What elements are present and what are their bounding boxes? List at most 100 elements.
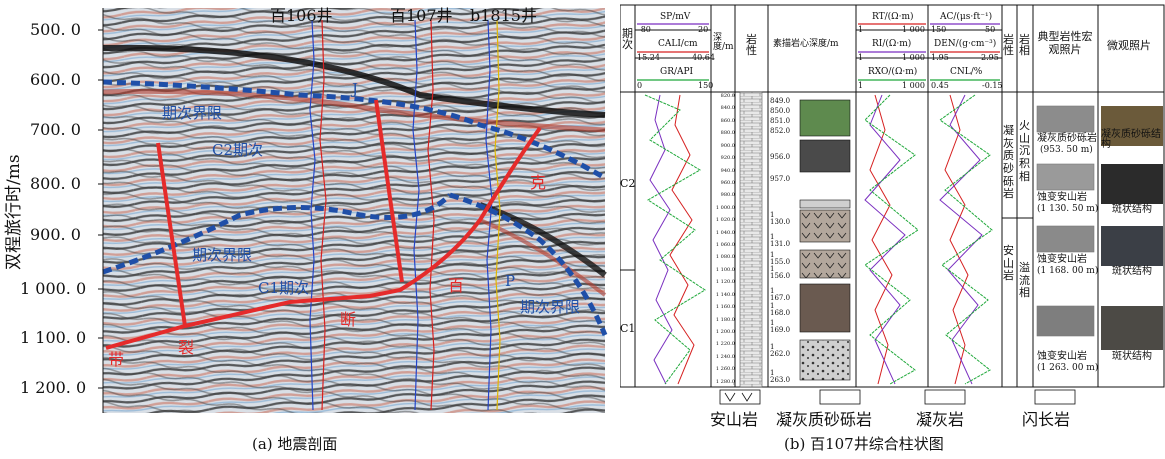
depth-tick: 960.0 bbox=[720, 179, 735, 186]
depth-ticks: 820.0 840.0 860.0 880.0 900.0 920.0 940.… bbox=[713, 93, 735, 385]
depth-tick: 1 180.0 bbox=[715, 316, 735, 323]
core-sketches bbox=[799, 99, 851, 381]
lithology-header: 岩性 bbox=[746, 33, 757, 57]
gr-header: GR/API bbox=[660, 67, 694, 77]
y-tick: 900. 0 bbox=[30, 225, 81, 244]
depth-tick: 1 160.0 bbox=[715, 304, 735, 311]
boundary-label: 期次界限 bbox=[520, 298, 581, 316]
depth-tick: 1 040.0 bbox=[715, 229, 735, 236]
y-tick: 1 000. 0 bbox=[20, 279, 87, 298]
lithology-column bbox=[739, 91, 763, 388]
ri-max: 1 000 bbox=[902, 53, 925, 62]
core-depth: 957.0 bbox=[770, 175, 791, 183]
depth-tick: 1 280.0 bbox=[715, 378, 735, 385]
core-depth: 1 156.0 bbox=[770, 265, 791, 280]
core-depth: 1 169.0 bbox=[770, 319, 791, 334]
lithology-label: 安山岩 bbox=[1003, 244, 1014, 283]
facies-label: 溢流相 bbox=[1019, 261, 1030, 300]
period-label: C1 bbox=[620, 322, 636, 335]
depth-tick: 1 120.0 bbox=[715, 279, 735, 286]
rxo-max: 1 000 bbox=[902, 81, 925, 90]
y-tick: 500. 0 bbox=[30, 20, 81, 39]
rxo-header: RXO/(Ω·m) bbox=[868, 67, 918, 77]
cnl-max: -0.15 bbox=[982, 81, 1003, 90]
den-header: DEN/(g·cm⁻³) bbox=[934, 39, 997, 49]
y-axis bbox=[98, 8, 104, 413]
ac-max: 50 bbox=[985, 25, 996, 34]
core-depth-header: 素描岩心深度/m bbox=[773, 39, 839, 49]
macro-depth: (953. 50 m) bbox=[1040, 145, 1093, 155]
depth-tick: 1 260.0 bbox=[715, 366, 735, 373]
period-label: C2 bbox=[620, 177, 636, 190]
depth-tick: 1 140.0 bbox=[715, 291, 735, 298]
core-depth: 1 262.0 bbox=[770, 343, 791, 358]
boundary-label: 期次界限 bbox=[162, 104, 223, 122]
core-depth: 851.0 bbox=[770, 117, 791, 125]
legend-label: 闪长岩 bbox=[1022, 410, 1071, 429]
den-max: 2.95 bbox=[981, 53, 999, 62]
macro-depth: (1 263. 00 m) bbox=[1037, 363, 1099, 373]
depth-header: 深度/m bbox=[713, 33, 734, 52]
depth-tick: 1 100.0 bbox=[715, 266, 735, 273]
fault-p-label: P bbox=[505, 272, 516, 290]
core-depth: 852.0 bbox=[770, 127, 791, 135]
depth-tick: 940.0 bbox=[720, 167, 735, 174]
core-depth: 1 263.0 bbox=[770, 369, 791, 384]
depth-tick: 820.0 bbox=[720, 93, 735, 99]
fault-lines bbox=[105, 99, 542, 350]
depth-tick: 880.0 bbox=[720, 130, 735, 137]
depth-tick: 900.0 bbox=[720, 142, 735, 149]
fault-zone-label: 百 bbox=[448, 276, 465, 295]
period-boundaries bbox=[102, 79, 608, 336]
log-curves-left bbox=[644, 94, 706, 385]
rt-header: RT/(Ω·m) bbox=[872, 12, 914, 22]
ac-header: AC/(μs·ft⁻¹) bbox=[940, 12, 993, 22]
rt-min: 1 bbox=[858, 25, 864, 34]
core-depth: 849.0 bbox=[770, 97, 791, 105]
y-tick: 600. 0 bbox=[30, 70, 81, 89]
micro-caption: 斑状结构 bbox=[1112, 204, 1152, 215]
well-traces bbox=[309, 19, 501, 411]
y-tick: 800. 0 bbox=[30, 174, 81, 193]
sp-max: 20 bbox=[698, 25, 709, 34]
micro-header: 微观照片 bbox=[1107, 39, 1151, 52]
macro-depth: (1 130. 50 m) bbox=[1037, 204, 1099, 214]
macro-caption: 蚀变安山岩 bbox=[1037, 351, 1087, 362]
cali-min: 15.24 bbox=[637, 53, 660, 62]
fault-zone-label: 带 bbox=[108, 350, 125, 369]
boundary-label: 期次界限 bbox=[192, 246, 253, 264]
macro-caption: 蚀变安山岩 bbox=[1037, 192, 1087, 203]
caption-b: (b) 百107井综合柱状图 bbox=[784, 435, 944, 453]
sp-min: -80 bbox=[638, 25, 651, 34]
cnl-min: 0.45 bbox=[931, 81, 949, 90]
y-tick: 1 200. 0 bbox=[20, 378, 87, 397]
core-depth: 956.0 bbox=[770, 153, 791, 161]
core-depth: 1 155.0 bbox=[770, 251, 791, 266]
y-tick: 1 100. 0 bbox=[20, 328, 87, 347]
den-min: 1.95 bbox=[931, 53, 949, 62]
depth-tick: 1 060.0 bbox=[715, 242, 735, 249]
depth-tick: 860.0 bbox=[720, 117, 735, 124]
well-label: 百107井 bbox=[390, 6, 453, 25]
period-label: C1期次 bbox=[258, 279, 310, 297]
macro-caption: 蚀变安山岩 bbox=[1037, 254, 1087, 265]
depth-tick: 1 240.0 bbox=[715, 353, 735, 360]
legend-label: 凝灰质砂砾岩 bbox=[776, 410, 873, 429]
micro-caption: 斑状结构 bbox=[1112, 351, 1152, 362]
fault-zone-label: 断 bbox=[340, 310, 357, 329]
cnl-header: CNL/% bbox=[950, 67, 983, 77]
macro-depth: (1 168. 00 m) bbox=[1037, 266, 1099, 276]
micro-photos bbox=[1101, 106, 1163, 350]
macro-header: 典型岩性宏观照片 bbox=[1037, 30, 1093, 57]
rt-max: 1 000 bbox=[902, 25, 925, 34]
seismic-section bbox=[98, 8, 608, 413]
y-tick: 700. 0 bbox=[30, 120, 81, 139]
fault-zone-label: 裂 bbox=[178, 338, 195, 357]
core-depth: 850.0 bbox=[770, 107, 791, 115]
period-header: 期次 bbox=[622, 27, 633, 51]
lithology-label: 凝灰质砂砾岩 bbox=[1003, 124, 1014, 201]
cali-max: 40.64 bbox=[692, 53, 715, 62]
core-depth: 1 130.0 bbox=[770, 211, 791, 226]
ri-header: RI/(Ω·m) bbox=[872, 39, 912, 49]
